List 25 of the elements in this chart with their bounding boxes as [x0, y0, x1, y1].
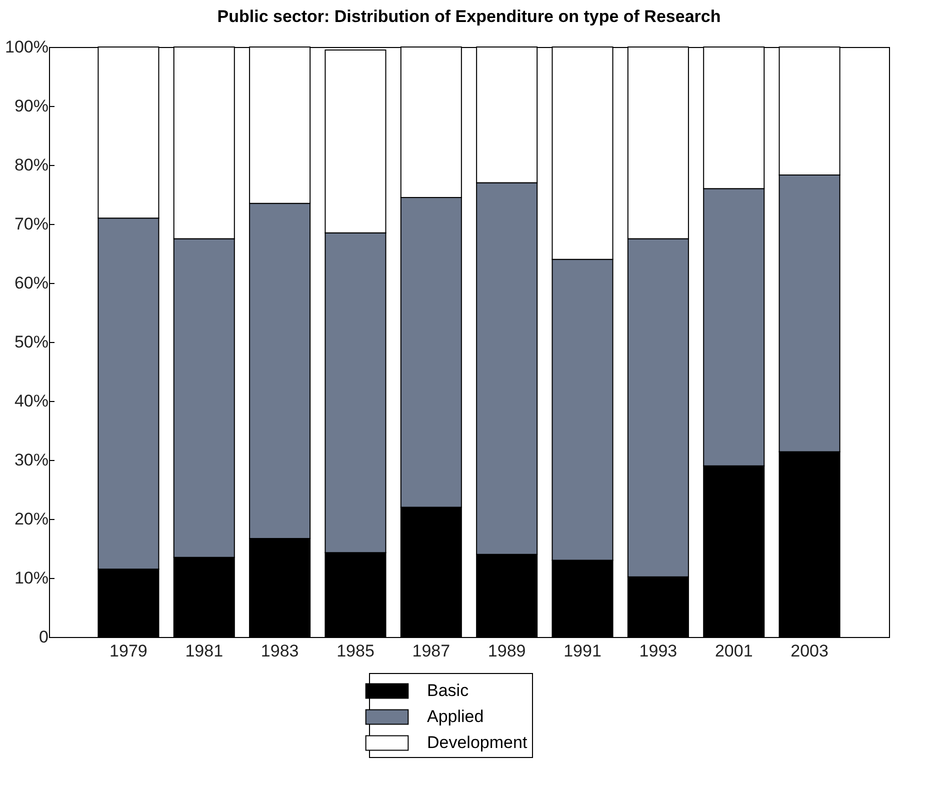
x-tick-label: 1983: [260, 642, 299, 660]
x-tick-label: 1979: [110, 642, 148, 660]
y-tick-label: 50%: [14, 332, 48, 352]
y-tick-label: 90%: [14, 96, 48, 116]
y-tick-label: 40%: [14, 392, 48, 410]
x-tick-label: 1985: [336, 642, 374, 660]
legend-label: Basic: [427, 681, 470, 700]
x-tick-label: 1993: [639, 642, 678, 660]
y-tick-label: 30%: [14, 450, 48, 470]
y-tick-label: 80%: [14, 156, 48, 174]
x-tick-label: 2003: [790, 642, 828, 660]
x-tick-label: 1989: [488, 642, 526, 660]
y-tick-label: 100%: [5, 38, 48, 56]
x-tick-label: 1991: [564, 642, 602, 660]
x-tick-label: 1987: [412, 642, 450, 660]
legend-label: Development: [427, 733, 528, 752]
chart-title: Public sector: Distribution of Expenditure on type of Research: [217, 7, 721, 26]
legend-label: Applied: [427, 707, 484, 726]
y-tick-label: 20%: [14, 510, 48, 528]
x-tick-label: 1981: [185, 642, 224, 660]
y-tick-label: 0: [39, 628, 48, 646]
x-tick-label: 2001: [714, 642, 753, 660]
y-tick-label: 70%: [14, 214, 48, 234]
y-tick-label: 10%: [14, 568, 48, 588]
y-tick-label: 60%: [14, 274, 48, 292]
